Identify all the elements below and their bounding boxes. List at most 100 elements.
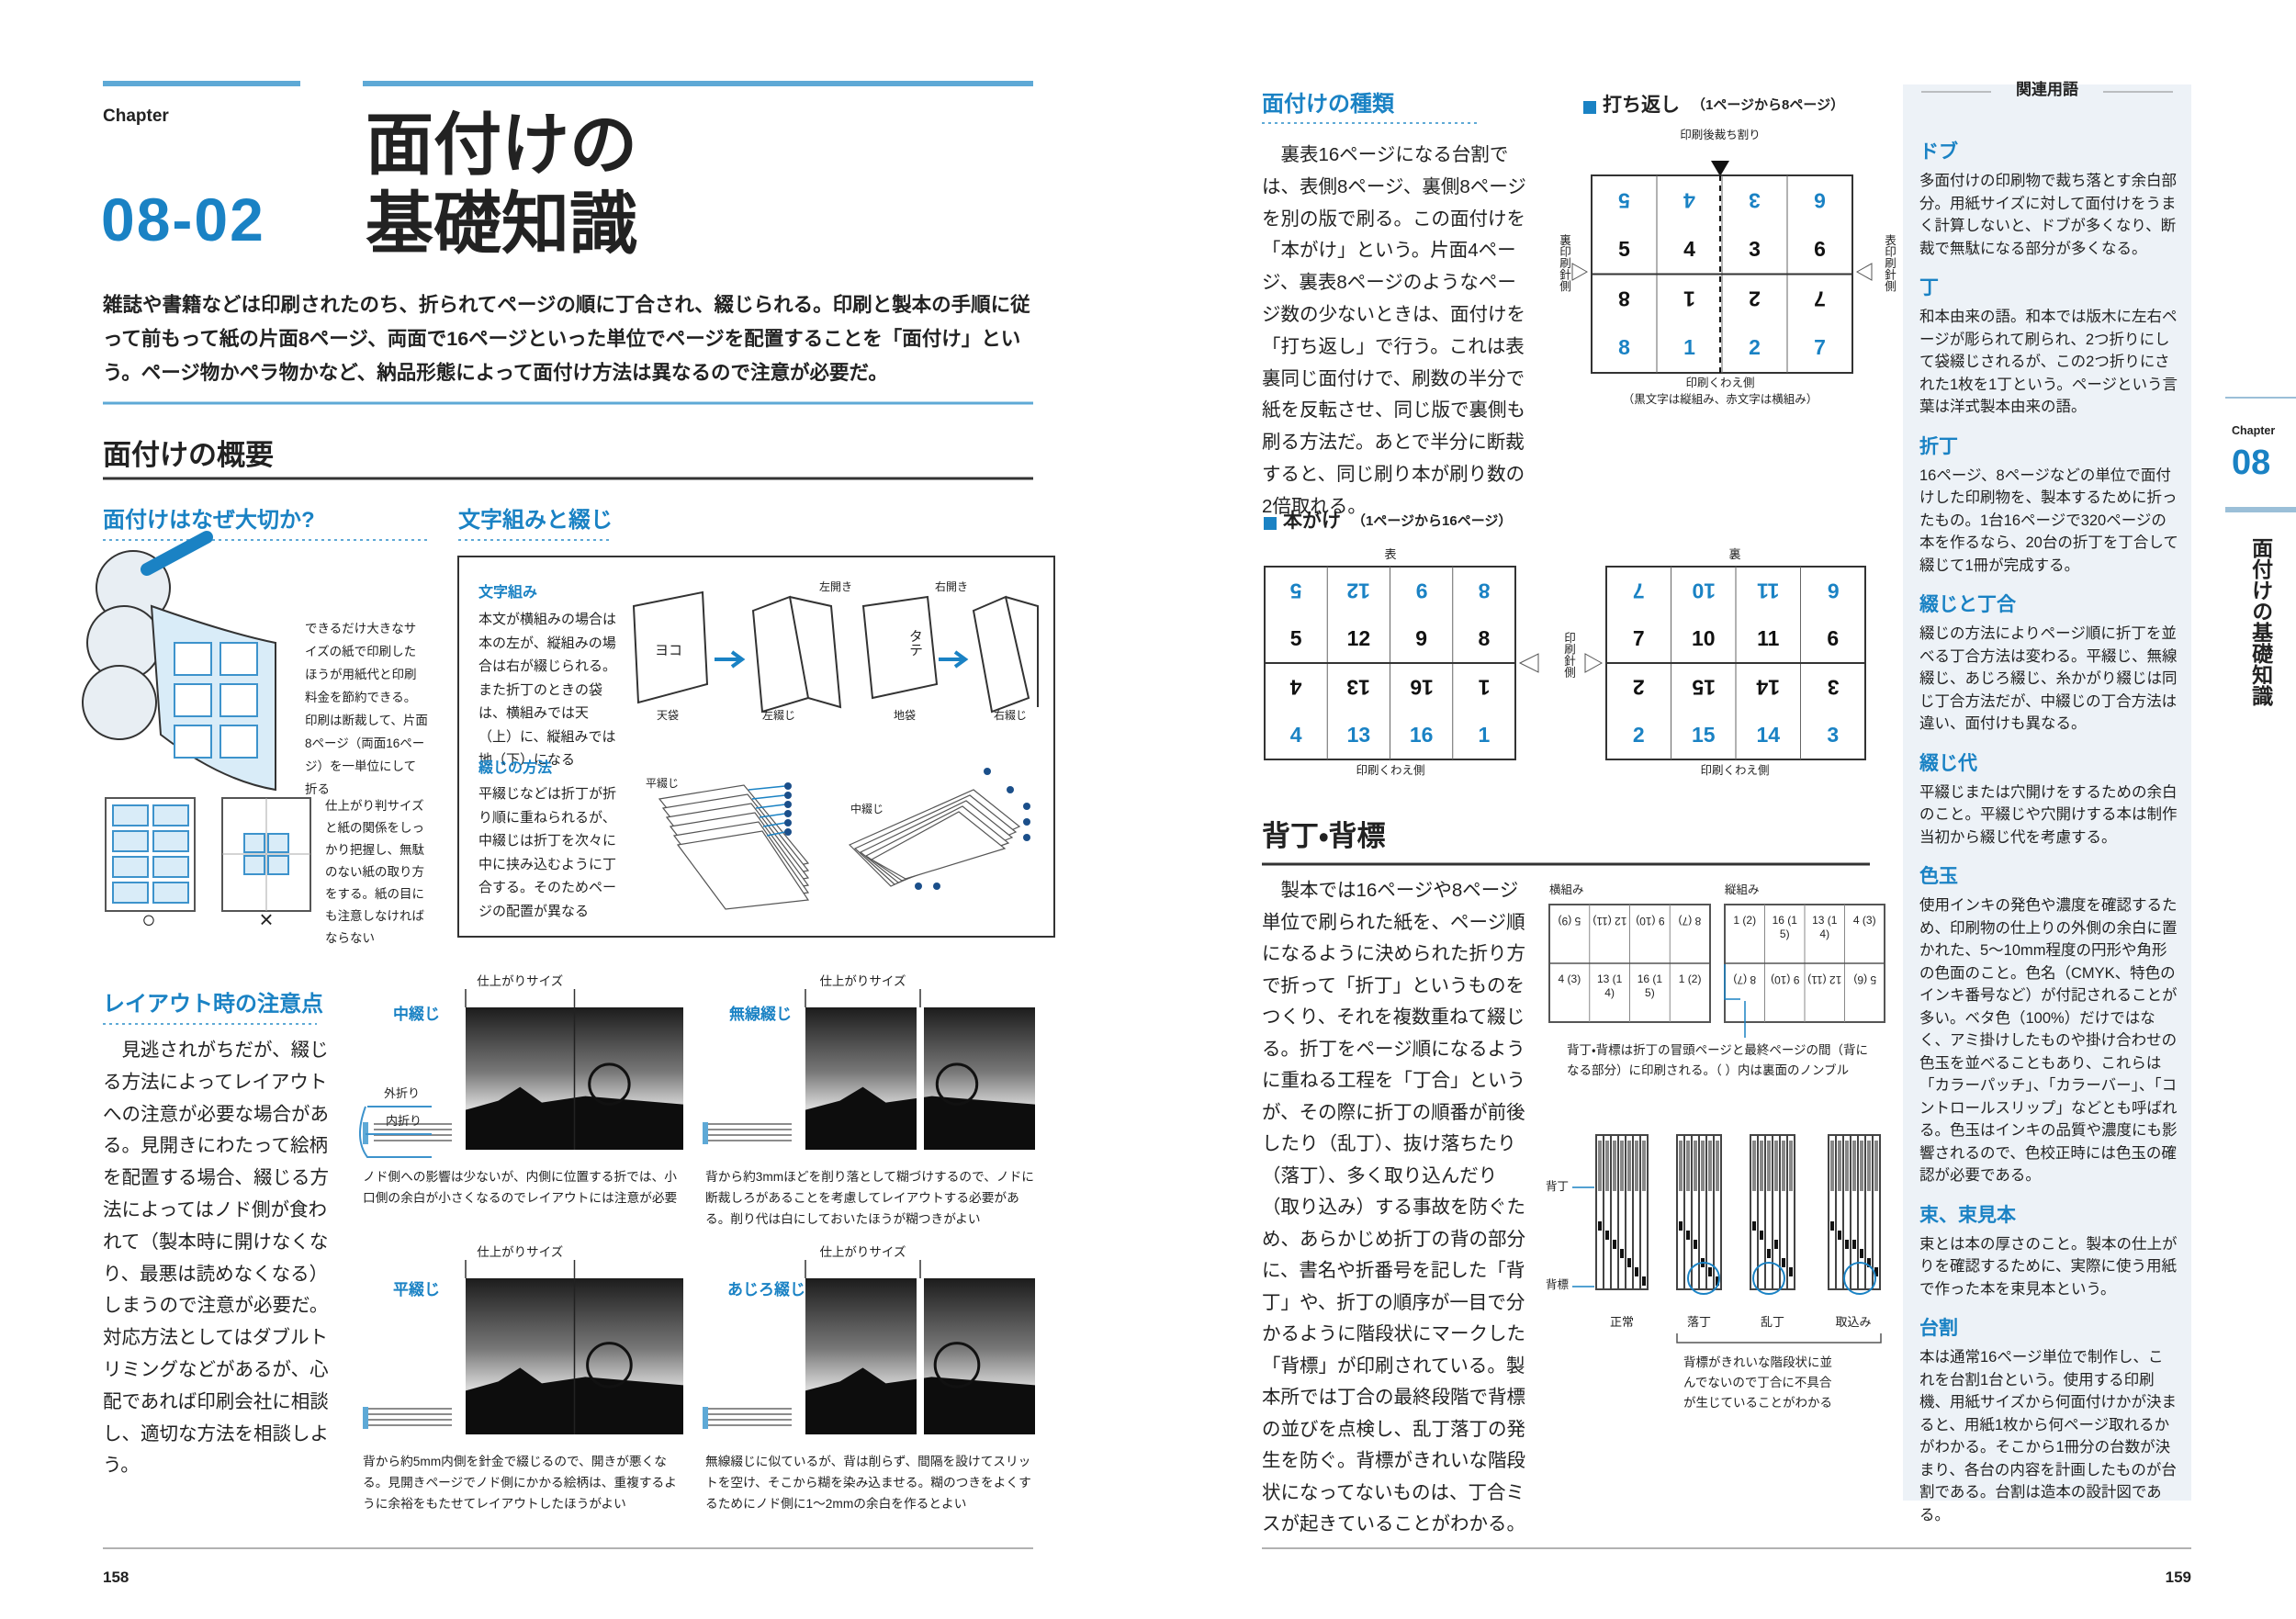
page-cell bbox=[243, 855, 265, 875]
plate bbox=[141, 531, 213, 576]
page-number-cell: 5 (6) bbox=[1852, 973, 1876, 986]
page-cell bbox=[112, 804, 149, 826]
collation-mark bbox=[1845, 1240, 1849, 1249]
page-number-cell: 8 (7) bbox=[1678, 915, 1702, 928]
page-number-cell: 3 bbox=[1827, 675, 1840, 700]
page-number-cell: 14 bbox=[1756, 675, 1781, 700]
label: 背丁 bbox=[1546, 1180, 1570, 1193]
spine bbox=[1713, 1134, 1722, 1290]
spine bbox=[1786, 1134, 1795, 1290]
glossary-text: 綴じの方法によりページ順に折丁を並べる丁合方法は変わる。平綴じ、無線綴じ、あじろ… bbox=[1919, 625, 2178, 732]
mark-bad: × bbox=[259, 905, 274, 933]
page-number-cell: 5 bbox=[1289, 579, 1302, 603]
order-dot bbox=[784, 828, 792, 836]
glossary-text: 16ページ、8ページなどの単位で面付けした印刷物を、製本するために折ったもの。1… bbox=[1919, 467, 2178, 574]
glossary-panel bbox=[1903, 84, 2191, 1501]
roller bbox=[82, 665, 157, 740]
page-number-cell: 1 bbox=[1478, 675, 1491, 700]
page-number-cell: 1 (2) bbox=[1733, 914, 1757, 927]
label: 裏印刷針側 bbox=[1558, 234, 1570, 292]
tab-title: 面付けの基礎知識 bbox=[2248, 537, 2273, 706]
glossary-term: 台割 bbox=[1919, 1318, 1958, 1339]
dimension-label: 仕上がりサイズ bbox=[460, 1245, 580, 1261]
paragraph: 製本では16ページや8ページ単位で刷られた紙を、ページ順になるように決められた折… bbox=[1262, 880, 1525, 1535]
glossary-term: 丁 bbox=[1919, 277, 1939, 298]
page-number-cell: 6 bbox=[1827, 579, 1840, 603]
page-number-cell: 9 (10) bbox=[1770, 973, 1799, 986]
page-number-cell: 8 bbox=[1618, 335, 1630, 360]
label: 左綴じ bbox=[761, 709, 795, 722]
spine-title bbox=[1642, 1141, 1646, 1191]
spine-title bbox=[1627, 1141, 1631, 1191]
page-number-cell: 15 bbox=[1691, 675, 1716, 700]
collation-mark bbox=[1760, 1231, 1763, 1240]
photo-label: 平綴じ bbox=[393, 1281, 440, 1299]
collation-mark bbox=[1782, 1258, 1785, 1267]
page-number-cell: 16 (15) bbox=[1637, 973, 1663, 999]
subheading: 文字組みと綴じ bbox=[458, 508, 613, 533]
pointer bbox=[1855, 263, 1873, 281]
spine-title bbox=[1620, 1141, 1624, 1191]
header-bar bbox=[103, 81, 300, 86]
page-number-cell: 6 bbox=[1814, 236, 1826, 261]
page-cell bbox=[152, 804, 189, 826]
page-number-cell: 11 bbox=[1757, 625, 1780, 650]
glossary-text: 使用インキの発色や濃度を確認するため、印刷物の仕上りの外側の余白に置かれた、5～… bbox=[1919, 897, 2178, 1184]
label: 右開き bbox=[934, 580, 968, 593]
page-cell bbox=[219, 683, 258, 717]
page-number-cell: 12 (11) bbox=[1807, 973, 1842, 986]
glossary-term: 折丁 bbox=[1919, 435, 1958, 457]
collation-mark bbox=[1867, 1258, 1871, 1267]
subheading: レイアウト時の注意点 bbox=[103, 992, 323, 1017]
page-cell bbox=[152, 882, 189, 904]
order-dot bbox=[933, 883, 940, 890]
collation-mark bbox=[1716, 1276, 1719, 1286]
section-heading: 面付けの概要 bbox=[103, 439, 274, 471]
page-number-cell: 9 bbox=[1415, 625, 1428, 650]
subheading: 面付けはなぜ大切か? bbox=[103, 508, 315, 533]
chapter-label: Chapter bbox=[103, 107, 169, 126]
label: 平綴じ bbox=[646, 777, 680, 790]
page-cell bbox=[243, 833, 265, 853]
paragraph: 裏表16ページになる台割では、表側8ページ、裏側8ページを別の版で刷る。この面付… bbox=[1262, 144, 1526, 517]
page-number-cell: 5 bbox=[1618, 236, 1630, 261]
label: 右綴じ bbox=[993, 709, 1027, 722]
collation-mark bbox=[1874, 1267, 1878, 1276]
page-number-cell: 10 bbox=[1691, 625, 1716, 650]
ferris-wheel bbox=[933, 1342, 981, 1389]
label: 背標 bbox=[1546, 1278, 1570, 1291]
photo-label: 無線綴じ bbox=[729, 1006, 792, 1023]
book-open bbox=[972, 595, 1039, 714]
glossary-term: ドブ bbox=[1919, 141, 1958, 163]
caption: 背標がきれいな階段状に並んでないので丁合に不具合が生じていることがわかる bbox=[1683, 1355, 1832, 1410]
caption: 背丁・背標は折丁の冒頭ページと最終ページの間（背になる部分）に印刷される。（ ）… bbox=[1567, 1043, 1869, 1077]
order-dot bbox=[784, 819, 792, 826]
label: 正常 bbox=[1609, 1315, 1634, 1329]
rule bbox=[762, 822, 786, 827]
glossary-text: 平綴じまたは穴開けをするための余白のこと。平綴じや穴開けする本は制作当初から綴じ… bbox=[1919, 783, 2178, 846]
page-number-cell: 9 (10) bbox=[1635, 915, 1665, 928]
page-number-cell: 13 (14) bbox=[1812, 914, 1838, 940]
page-number-cell: 4 bbox=[1683, 236, 1695, 261]
arrow bbox=[715, 650, 746, 669]
spine-title bbox=[1830, 1141, 1834, 1191]
spine-title bbox=[1694, 1141, 1697, 1191]
pointer bbox=[1584, 653, 1604, 673]
box-title: 文字組み bbox=[478, 585, 538, 601]
page-number-cell: 6 bbox=[1814, 188, 1826, 213]
diagram-heading: 打ち返し bbox=[1603, 95, 1680, 116]
caption: 背から約3mmほどを削り落として糊づけするので、ノドに断裁しろがあることを考慮し… bbox=[705, 1170, 1034, 1226]
collation-mark bbox=[1752, 1221, 1756, 1231]
page-number-cell: 16 bbox=[1409, 722, 1434, 747]
dimension-label: 仕上がりサイズ bbox=[803, 1245, 923, 1261]
book bbox=[632, 590, 709, 704]
binding-mark bbox=[703, 1122, 708, 1144]
dimension-label: 仕上がりサイズ bbox=[460, 974, 580, 990]
ferris-wheel bbox=[588, 1062, 631, 1106]
label: 裏 bbox=[1728, 547, 1741, 561]
spine-title bbox=[1613, 1141, 1616, 1191]
rule bbox=[766, 831, 786, 837]
bullet-square bbox=[1264, 517, 1277, 530]
spine-title bbox=[1752, 1141, 1756, 1191]
